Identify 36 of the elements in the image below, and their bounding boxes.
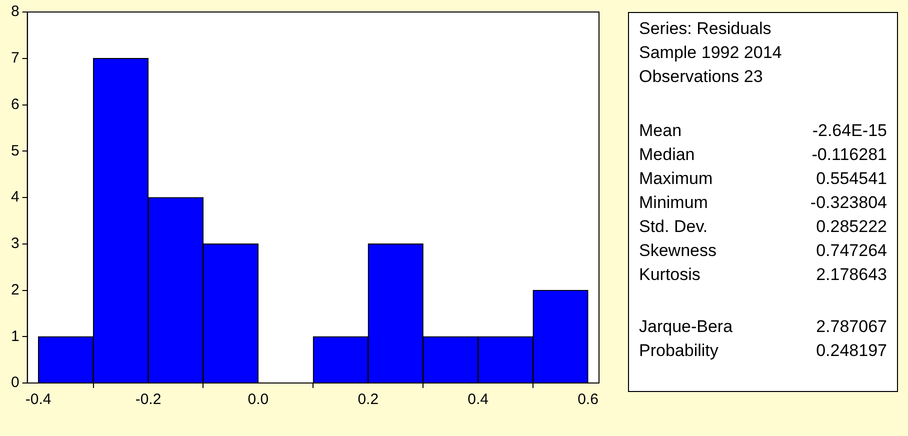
- text: 0.747264: [816, 241, 887, 262]
- text: Median: [639, 145, 695, 166]
- y-tick-label: 8: [11, 3, 20, 20]
- text: Skewness: [639, 241, 716, 262]
- x-tick-label: 0.2: [358, 391, 379, 408]
- text: 0.285222: [816, 217, 887, 238]
- text: Probability: [639, 341, 718, 362]
- y-tick-label: 4: [11, 188, 20, 206]
- text: Kurtosis: [639, 265, 700, 286]
- text: Std. Dev.: [639, 217, 708, 238]
- text: Minimum: [639, 193, 708, 214]
- x-tick-label: 0.0: [248, 391, 269, 408]
- y-tick-label: 5: [11, 142, 20, 160]
- text: Maximum: [639, 169, 713, 190]
- text: Mean: [639, 121, 682, 142]
- y-tick-label: 0: [11, 374, 20, 392]
- text: -0.323804: [810, 193, 887, 214]
- y-tick-label: 1: [11, 328, 20, 345]
- x-tick-label: 0.4: [468, 391, 488, 408]
- y-tick-label: 6: [11, 96, 20, 113]
- text: -2.64E-15: [812, 121, 887, 142]
- y-tick-label: 7: [11, 50, 20, 67]
- x-tick-label: -0.2: [135, 391, 162, 408]
- text: Jarque-Bera: [639, 317, 733, 338]
- text: 0.248197: [816, 341, 887, 362]
- y-tick-label: 2: [11, 281, 20, 298]
- text: 2.178643: [816, 265, 887, 286]
- text: Series: Residuals: [639, 19, 772, 40]
- text: -0.116281: [812, 145, 887, 166]
- text: 2.787067: [816, 317, 887, 338]
- y-tick-label: 3: [11, 235, 20, 252]
- x-tick-label: 0.6: [578, 391, 598, 408]
- text: Sample 1992 2014: [639, 43, 783, 64]
- text: 0.554541: [816, 169, 887, 190]
- text: Observations 23: [639, 67, 764, 88]
- x-tick-label: -0.4: [25, 391, 52, 408]
